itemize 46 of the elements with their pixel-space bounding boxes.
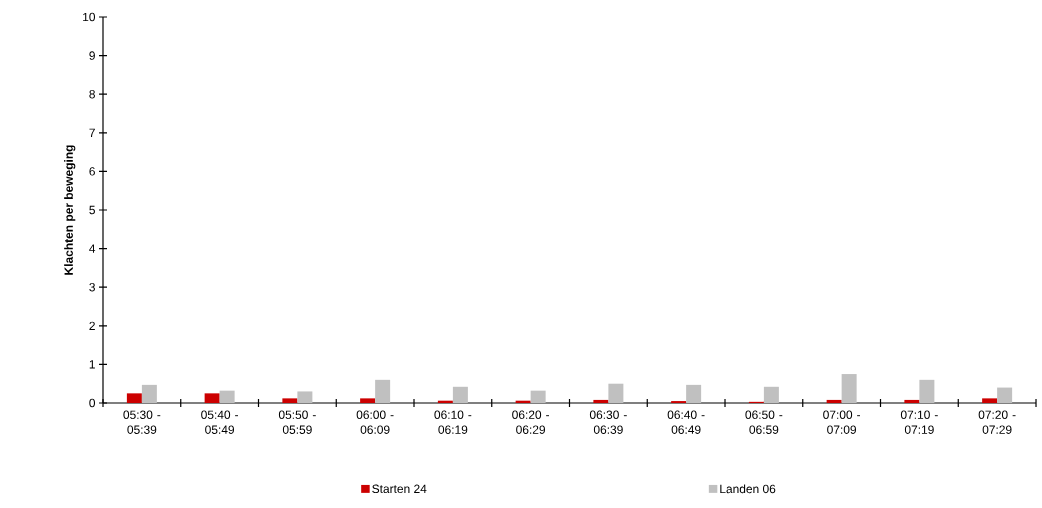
y-tick-label: 1 [89,360,95,369]
x-tick-label: 06:00 - 06:09 [356,410,394,434]
x-tick-label: 06:40 - 06:49 [667,410,705,434]
x-tick-label: 07:20 - 07:29 [978,410,1016,434]
bar [608,383,624,403]
bar [360,398,376,403]
y-tick-label: 0 [89,398,96,408]
y-tick-label: 4 [89,244,96,253]
y-axis-title: Klachten per beweging [64,145,76,275]
bar [593,399,609,403]
bar [686,384,702,403]
y-tick-label: 6 [89,167,95,176]
bar [904,399,920,403]
bar [126,393,142,403]
y-tick-label: 3 [89,282,95,292]
x-tick-label: 06:20 - 06:29 [512,410,550,434]
y-tick-label: 10 [83,12,96,22]
bar [297,391,313,403]
y-tick-label: 8 [89,89,95,99]
y-tick-label: 2 [89,321,95,330]
x-tick-label: 06:50 - 06:59 [745,410,783,434]
y-tick-label: 7 [89,128,95,137]
bar [530,390,546,403]
x-tick-label: 05:50 - 05:59 [278,410,316,434]
bar [997,387,1013,403]
bar [982,398,998,403]
bar [204,393,220,403]
x-tick-label: 05:30 - 05:39 [123,410,161,434]
bar [219,390,235,403]
bar [919,379,935,403]
bar [282,398,298,403]
bar [841,374,857,403]
x-tick-label: 07:00 - 07:09 [823,410,861,434]
legend-label: Landen 06 [720,484,776,494]
y-tick-label: 9 [89,51,95,60]
bar [763,386,779,403]
bar [452,386,468,403]
bar [826,399,842,403]
x-tick-label: 06:10 - 06:19 [434,410,472,434]
x-tick-label: 07:10 - 07:19 [900,410,938,434]
x-tick-label: 06:30 - 06:39 [589,410,627,434]
legend-label: Starten 24 [372,484,427,493]
y-tick-label: 5 [89,205,95,215]
bar [141,384,157,403]
bar [375,379,391,403]
x-tick-label: 05:40 - 05:49 [201,410,239,434]
